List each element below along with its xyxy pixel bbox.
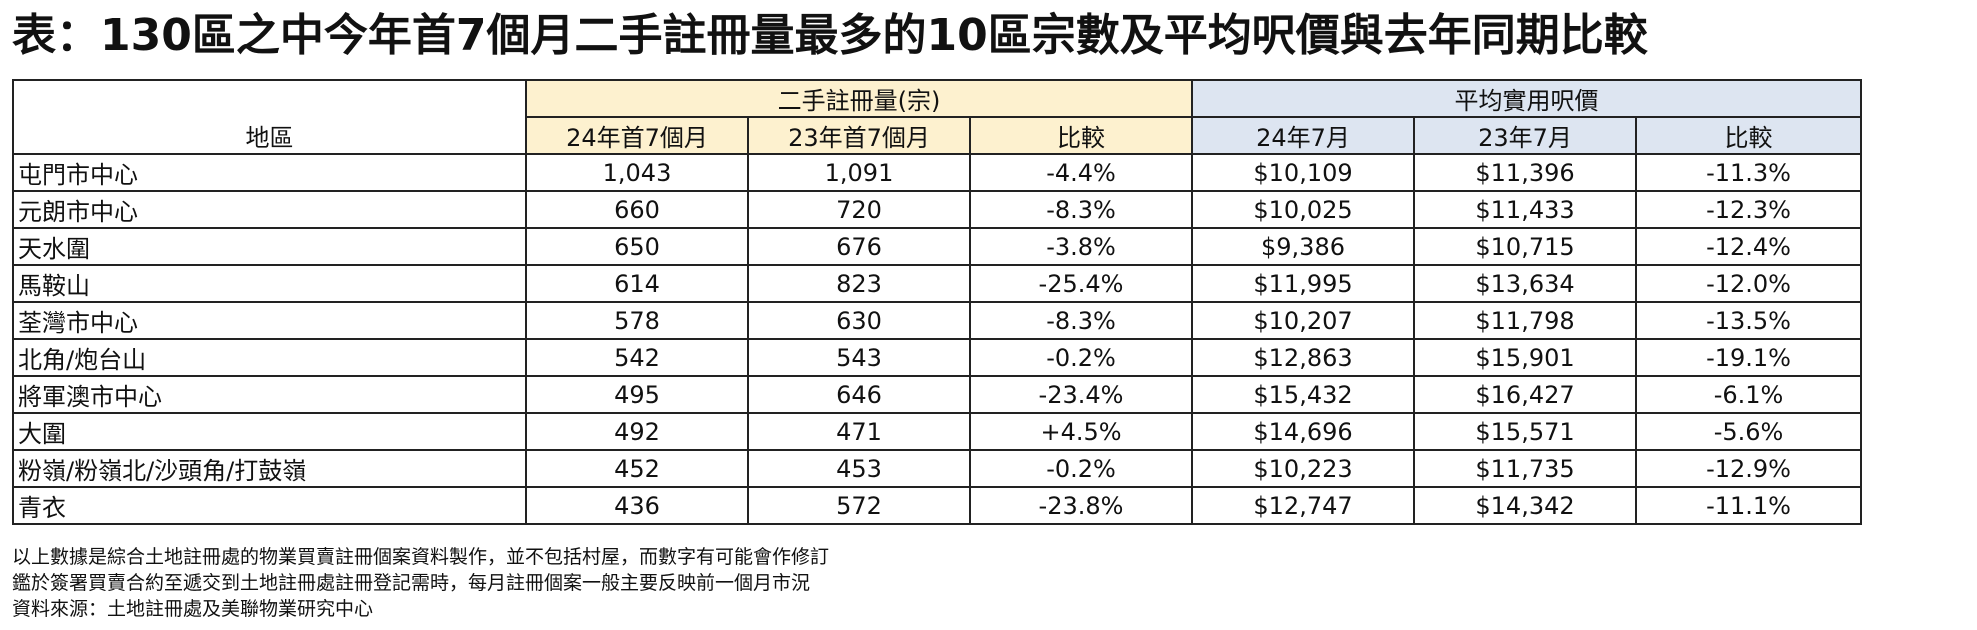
cell-units-2024: 1,043	[525, 153, 749, 192]
cell-price-2023: $16,427	[1413, 375, 1638, 414]
chart-title: 表：130區之中今年首7個月二手註冊量最多的10區宗數及平均呎價與去年同期比較	[12, 10, 1648, 61]
cell-units-change: -23.4%	[968, 375, 1194, 414]
table-row: 荃灣市中心 578 630 -8.3% $10,207 $11,798 -13.5%	[12, 301, 1863, 340]
cell-units-2023: 572	[747, 486, 971, 525]
cell-price-change: -11.1%	[1635, 486, 1863, 525]
cell-area: 粉嶺/粉嶺北/沙頭角/打鼓嶺	[12, 449, 527, 488]
cell-price-2024: $15,432	[1191, 375, 1416, 414]
cell-price-2024: $14,696	[1191, 412, 1416, 451]
cell-area: 北角/炮台山	[12, 338, 527, 377]
cell-price-2023: $14,342	[1413, 486, 1638, 525]
cell-price-change: -12.4%	[1635, 227, 1863, 266]
cell-price-2024: $11,995	[1191, 264, 1416, 303]
cell-units-change: -3.8%	[968, 227, 1194, 266]
cell-units-2024: 452	[525, 449, 749, 488]
cell-units-2023: 543	[747, 338, 971, 377]
header-corner	[12, 79, 527, 117]
cell-units-2024: 578	[525, 301, 749, 340]
cell-price-2023: $13,634	[1413, 264, 1638, 303]
table-row: 天水圍 650 676 -3.8% $9,386 $10,715 -12.4%	[12, 227, 1863, 266]
cell-area: 將軍澳市中心	[12, 375, 527, 414]
cell-area: 元朗市中心	[12, 190, 527, 229]
cell-price-change: -12.0%	[1635, 264, 1863, 303]
column-header-area: 地區	[12, 117, 527, 155]
cell-price-change: -12.3%	[1635, 190, 1863, 229]
cell-units-2024: 542	[525, 338, 749, 377]
cell-units-change: -8.3%	[968, 301, 1194, 340]
cell-price-2023: $10,715	[1413, 227, 1638, 266]
table-row: 將軍澳市中心 495 646 -23.4% $15,432 $16,427 -6.1%	[12, 375, 1863, 414]
cell-price-2024: $12,863	[1191, 338, 1416, 377]
column-header-units-2024: 24年首7個月	[525, 116, 749, 155]
cell-price-2023: $11,396	[1413, 153, 1638, 192]
table-row: 大圍 492 471 +4.5% $14,696 $15,571 -5.6%	[12, 412, 1863, 451]
cell-units-2023: 630	[747, 301, 971, 340]
cell-units-2024: 492	[525, 412, 749, 451]
cell-price-2023: $11,798	[1413, 301, 1638, 340]
cell-units-change: -0.2%	[968, 338, 1194, 377]
cell-price-change: -6.1%	[1635, 375, 1863, 414]
cell-units-2023: 646	[747, 375, 971, 414]
cell-units-change: +4.5%	[968, 412, 1194, 451]
cell-price-change: -13.5%	[1635, 301, 1863, 340]
cell-price-change: -19.1%	[1635, 338, 1863, 377]
cell-units-2023: 823	[747, 264, 971, 303]
cell-units-2024: 660	[525, 190, 749, 229]
cell-area: 青衣	[12, 486, 527, 525]
cell-units-2024: 436	[525, 486, 749, 525]
cell-area: 天水圍	[12, 227, 527, 266]
cell-price-2023: $15,901	[1413, 338, 1638, 377]
cell-units-2023: 453	[747, 449, 971, 488]
cell-units-2023: 1,091	[747, 153, 971, 192]
cell-units-change: -0.2%	[968, 449, 1194, 488]
cell-units-2024: 614	[525, 264, 749, 303]
cell-price-2024: $9,386	[1191, 227, 1416, 266]
cell-price-change: -11.3%	[1635, 153, 1863, 192]
cell-area: 荃灣市中心	[12, 301, 527, 340]
cell-price-2024: $12,747	[1191, 486, 1416, 525]
cell-price-2023: $15,571	[1413, 412, 1638, 451]
cell-units-change: -23.8%	[968, 486, 1194, 525]
cell-price-2024: $10,025	[1191, 190, 1416, 229]
cell-area: 馬鞍山	[12, 264, 527, 303]
column-header-row: 地區 24年首7個月 23年首7個月 比較 24年7月 23年7月 比較	[12, 116, 1863, 155]
cell-price-2024: $10,207	[1191, 301, 1416, 340]
group-header-row: 二手註冊量(宗) 平均實用呎價	[12, 79, 1863, 118]
column-header-units-change: 比較	[968, 116, 1194, 155]
group-header-units: 二手註冊量(宗)	[524, 79, 1194, 118]
column-header-price-change: 比較	[1635, 116, 1863, 155]
footnote-line: 以上數據是綜合土地註冊處的物業買賣註冊個案資料製作，並不包括村屋，而數字有可能會…	[12, 546, 830, 568]
cell-units-change: -4.4%	[968, 153, 1194, 192]
table-row: 馬鞍山 614 823 -25.4% $11,995 $13,634 -12.0%	[12, 264, 1863, 303]
cell-price-2023: $11,735	[1413, 449, 1638, 488]
cell-units-2024: 650	[525, 227, 749, 266]
cell-units-2023: 471	[747, 412, 971, 451]
column-header-price-2024: 24年7月	[1191, 116, 1416, 155]
cell-area: 大圍	[12, 412, 527, 451]
cell-price-change: -5.6%	[1635, 412, 1863, 451]
column-header-price-2023: 23年7月	[1413, 116, 1638, 155]
group-header-price: 平均實用呎價	[1191, 79, 1863, 118]
cell-units-change: -8.3%	[968, 190, 1194, 229]
cell-units-change: -25.4%	[968, 264, 1194, 303]
cell-price-2023: $11,433	[1413, 190, 1638, 229]
cell-units-2023: 676	[747, 227, 971, 266]
table-body: 屯門市中心 1,043 1,091 -4.4% $10,109 $11,396 -11.3%…	[12, 153, 1863, 525]
cell-price-2024: $10,109	[1191, 153, 1416, 192]
cell-price-change: -12.9%	[1635, 449, 1863, 488]
table-row: 青衣 436 572 -23.8% $12,747 $14,342 -11.1%	[12, 486, 1863, 525]
cell-units-2023: 720	[747, 190, 971, 229]
cell-units-2024: 495	[525, 375, 749, 414]
table-row: 元朗市中心 660 720 -8.3% $10,025 $11,433 -12.3%	[12, 190, 1863, 229]
cell-price-2024: $10,223	[1191, 449, 1416, 488]
table-row: 粉嶺/粉嶺北/沙頭角/打鼓嶺 452 453 -0.2% $10,223 $11,735-…	[12, 449, 1863, 488]
table-row: 北角/炮台山 542 543 -0.2% $12,863 $15,901 -19.1%	[12, 338, 1863, 377]
footnote-line: 資料來源：土地註冊處及美聯物業研究中心	[12, 598, 374, 620]
footnotes: 以上數據是綜合土地註冊處的物業買賣註冊個案資料製作，並不包括村屋，而數字有可能會…	[12, 544, 829, 622]
data-table: 二手註冊量(宗) 平均實用呎價 地區 24年首7個月 23年首7個月 比較 24…	[12, 79, 1863, 525]
column-header-units-2023: 23年首7個月	[747, 116, 971, 155]
footnote-line: 鑑於簽署買賣合約至遞交到土地註冊處註冊登記需時，每月註冊個案一般主要反映前一個月…	[12, 572, 811, 594]
table-row: 屯門市中心 1,043 1,091 -4.4% $10,109 $11,396 -11.3%	[12, 153, 1863, 192]
cell-area: 屯門市中心	[12, 153, 527, 192]
